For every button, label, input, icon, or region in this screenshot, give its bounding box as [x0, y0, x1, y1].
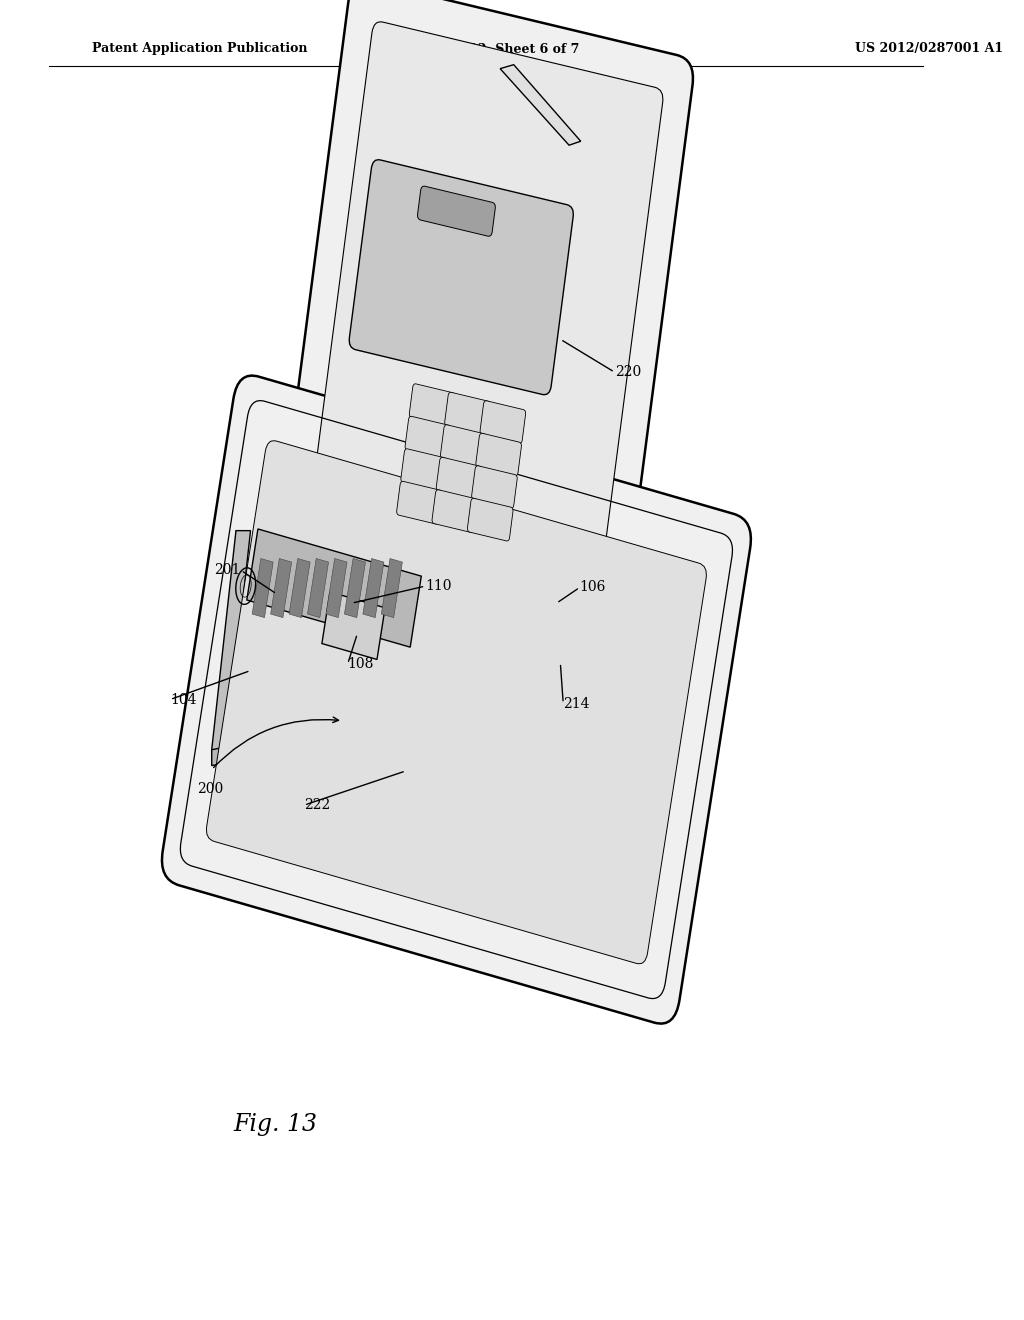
FancyBboxPatch shape: [400, 449, 446, 491]
Text: 104: 104: [170, 693, 197, 706]
FancyBboxPatch shape: [381, 558, 402, 618]
FancyBboxPatch shape: [298, 22, 663, 677]
FancyBboxPatch shape: [432, 490, 477, 532]
FancyBboxPatch shape: [440, 425, 486, 467]
Text: 108: 108: [348, 657, 374, 671]
FancyBboxPatch shape: [344, 558, 366, 618]
FancyBboxPatch shape: [444, 392, 490, 436]
Text: US 2012/0287001 A1: US 2012/0287001 A1: [855, 42, 1002, 55]
Text: Fig. 13: Fig. 13: [233, 1113, 317, 1137]
FancyBboxPatch shape: [207, 441, 707, 964]
Text: Nov. 15, 2012  Sheet 6 of 7: Nov. 15, 2012 Sheet 6 of 7: [391, 42, 580, 55]
Text: 200: 200: [198, 783, 223, 796]
FancyBboxPatch shape: [247, 529, 421, 647]
Text: 220: 220: [614, 366, 641, 379]
FancyBboxPatch shape: [349, 160, 573, 395]
FancyBboxPatch shape: [410, 384, 455, 426]
Text: Patent Application Publication: Patent Application Publication: [92, 42, 308, 55]
FancyBboxPatch shape: [270, 558, 292, 618]
Text: 110: 110: [425, 579, 452, 593]
FancyBboxPatch shape: [476, 433, 521, 477]
FancyBboxPatch shape: [326, 558, 347, 618]
FancyBboxPatch shape: [162, 376, 751, 1023]
Text: 106: 106: [580, 581, 606, 594]
FancyBboxPatch shape: [307, 558, 329, 618]
FancyBboxPatch shape: [396, 482, 442, 524]
Text: 222: 222: [304, 799, 330, 812]
FancyBboxPatch shape: [436, 457, 482, 500]
Polygon shape: [212, 660, 652, 766]
FancyBboxPatch shape: [252, 558, 273, 618]
FancyBboxPatch shape: [268, 0, 693, 718]
Polygon shape: [500, 65, 581, 145]
FancyBboxPatch shape: [472, 466, 517, 508]
Text: 201: 201: [214, 564, 241, 577]
FancyBboxPatch shape: [480, 401, 525, 444]
FancyBboxPatch shape: [418, 186, 496, 236]
FancyBboxPatch shape: [362, 558, 384, 618]
FancyBboxPatch shape: [406, 416, 451, 459]
FancyBboxPatch shape: [467, 498, 513, 541]
Text: 214: 214: [563, 697, 590, 710]
FancyBboxPatch shape: [289, 558, 310, 618]
Polygon shape: [212, 531, 251, 750]
FancyBboxPatch shape: [322, 591, 385, 660]
